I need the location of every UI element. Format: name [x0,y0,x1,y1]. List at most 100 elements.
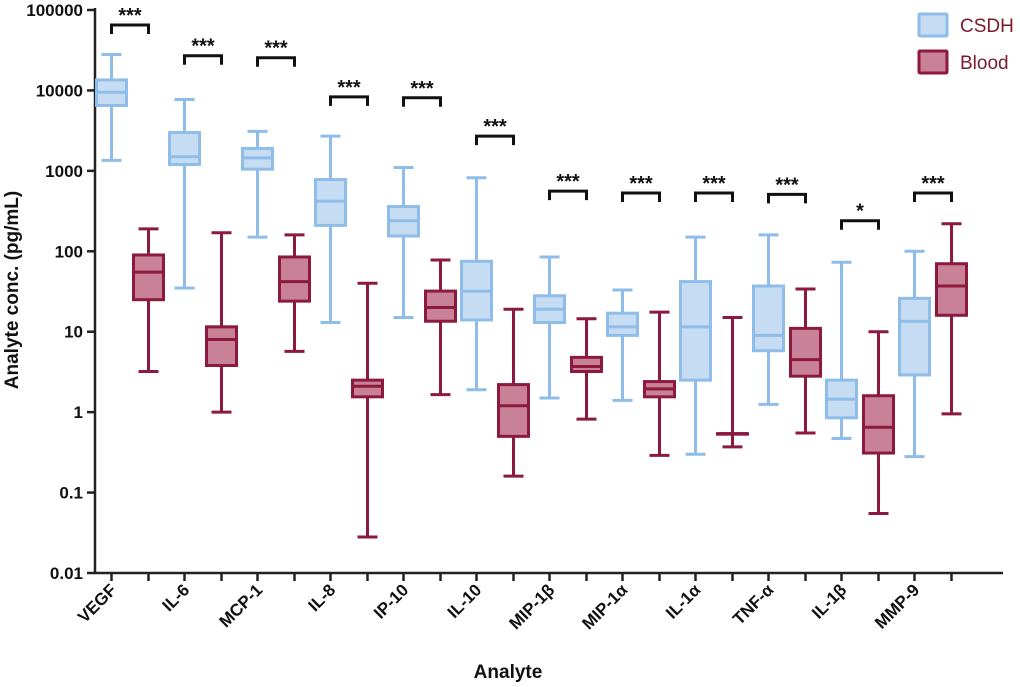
legend: CSDH Blood [917,12,1014,75]
significance-bracket [767,192,807,204]
y-tick-label: 0.01 [50,564,83,583]
significance-label: *** [191,36,215,58]
significance-label: *** [483,116,507,138]
significance-bracket [548,189,588,201]
box-body [679,280,712,382]
significance-label: *** [921,173,945,195]
significance-mip-1α: *** [621,173,661,203]
box-csdh-ip-10 [387,166,420,320]
box-csdh-il-6 [168,98,201,290]
legend-label-csdh: CSDH [960,16,1014,37]
significance-bracket [402,96,442,107]
category-label: IL-10 [444,580,485,621]
box-blood-il-6 [205,231,238,414]
box-body [752,284,785,353]
significance-bracket [110,23,150,35]
box-body [168,130,201,166]
legend-label-blood: Blood [960,53,1009,74]
x-axis-title: Analyte [474,662,543,683]
y-tick-label: 10000 [36,81,83,100]
y-tick-label: 10 [64,323,83,342]
legend-swatch-blood [917,49,949,75]
category-label: MIP-1α [578,580,631,633]
significance-mip-1β: *** [548,171,588,201]
significance-label: *** [264,38,288,60]
box-body [862,394,895,455]
y-tick-label: 100000 [26,1,83,20]
series-csdh [95,52,931,459]
significance-mmp-9: *** [913,173,953,203]
box-body [132,253,165,302]
significance-il-10: *** [475,116,515,146]
significance-label: * [856,201,864,223]
box-csdh-tnf-α [752,233,785,406]
category-label: MMP-9 [871,580,923,632]
box-csdh-il-8 [314,134,347,325]
category-label: IL-1α [662,580,705,623]
box-body [898,296,931,377]
significance-label: *** [629,173,653,195]
significance-il-1α: *** [694,173,734,203]
legend-swatch-csdh [917,12,949,38]
significance-mcp-1: *** [256,38,296,67]
significance-label: *** [775,174,799,196]
significance-il-8: *** [329,77,369,106]
significance-vegf: *** [110,5,150,35]
box-blood-mip-1α [643,310,676,457]
box-csdh-il-1α [679,235,712,456]
box-body [570,355,603,374]
category-label: IP-10 [370,580,412,622]
significance-bracket [329,95,369,106]
category-label: IL-1β [808,580,850,622]
significance-bracket [475,134,515,146]
significance-label: *** [118,5,142,27]
y-tick-label: 0.1 [59,484,83,503]
significance-il-6: *** [183,36,223,65]
category-label: IL-6 [159,580,194,615]
box-blood-il-10 [497,307,530,478]
significance-bracket [913,191,953,203]
category-label: MIP-1β [505,580,558,633]
y-tick-label: 1 [74,403,83,422]
plot-area: 0.01 0.1 1 10 100 1000 10000 100000 VEGF IL-6 MCP-… [26,1,1003,633]
significance-label: *** [337,77,361,99]
box-body [497,383,530,438]
category-label: IL-8 [305,580,340,615]
box-blood-il-8 [351,281,384,539]
box-csdh-il-10 [460,176,493,392]
box-csdh-il-1β [825,260,858,441]
significance-bracket [694,191,734,203]
box-blood-il-1β [862,330,895,515]
box-csdh-mip-1α [606,288,639,402]
y-tick-label: 100 [55,242,83,261]
box-blood-mmp-9 [935,222,968,416]
box-csdh-vegf [95,52,128,162]
box-body [351,378,384,399]
significance-tnf-α: *** [767,174,807,204]
box-blood-tnf-α [789,287,822,435]
box-body [205,325,238,368]
box-blood-vegf [132,227,165,374]
significance-bracket [256,56,296,67]
series-blood [132,222,968,539]
box-body [606,311,639,337]
y-axis-title: Analyte conc. (pg/mL) [2,191,23,389]
box-body [278,255,311,303]
significance-ip-10: *** [402,78,442,107]
significance-bracket [621,191,661,203]
box-body [935,262,968,317]
significance-label: *** [410,78,434,100]
significance-il-1β: * [840,201,880,230]
category-label: TNF-α [729,580,778,629]
box-csdh-mip-1β [533,255,566,400]
category-label: VEGF [74,580,120,626]
box-csdh-mcp-1 [241,129,274,239]
box-blood-il-1α [716,316,749,449]
significance-bracket [840,219,880,230]
box-csdh-mmp-9 [898,249,931,459]
significance-bracket [183,54,223,65]
box-body [789,326,822,378]
box-blood-ip-10 [424,258,457,397]
y-tick-label: 1000 [45,162,83,181]
